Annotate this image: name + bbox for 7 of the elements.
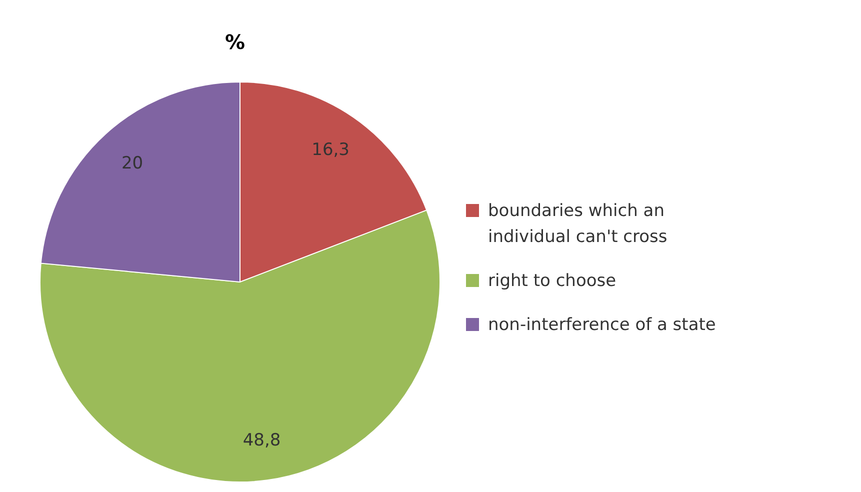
chart-title: % <box>224 30 246 54</box>
data-label: 20 <box>121 154 144 174</box>
data-label: 16,3 <box>312 140 350 160</box>
legend-label: right to choose <box>488 270 616 293</box>
legend-label: boundaries which an individual can't cross <box>488 200 668 249</box>
legend-label: non-interference of a state <box>488 314 716 337</box>
data-label: 48,8 <box>242 430 281 451</box>
